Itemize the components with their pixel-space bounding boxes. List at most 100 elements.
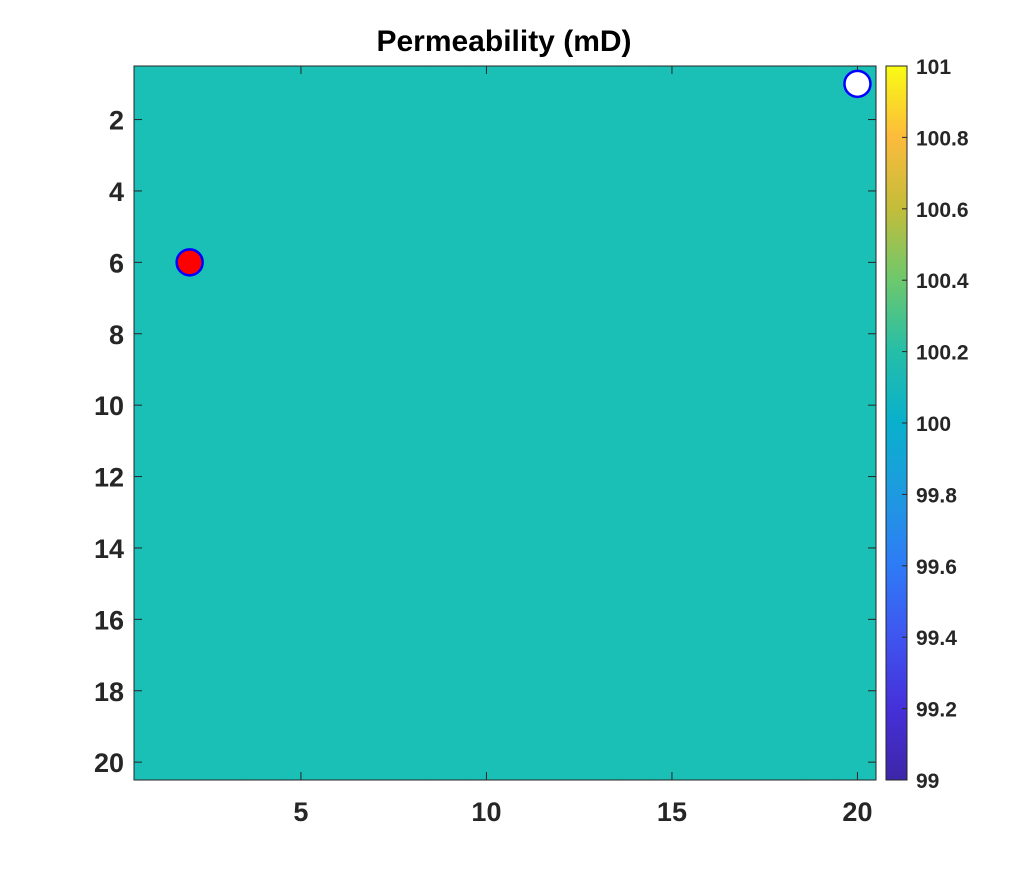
heatmap-cell <box>838 137 877 174</box>
heatmap-cell <box>616 458 654 495</box>
heatmap-cell <box>356 637 395 674</box>
heatmap-cell <box>171 565 209 602</box>
heatmap-cell <box>319 280 358 317</box>
heatmap-cell <box>171 601 209 638</box>
heatmap-cell <box>282 280 320 317</box>
heatmap-cell <box>542 601 580 638</box>
heatmap-cell <box>467 387 506 424</box>
heatmap-cell <box>579 708 617 745</box>
heatmap-cell <box>505 244 543 281</box>
heatmap-cell <box>245 458 283 495</box>
heatmap-cell <box>319 458 358 495</box>
colorbar-tick-label: 100.6 <box>916 199 969 222</box>
heatmap-cell <box>393 101 432 138</box>
heatmap-cell <box>690 494 729 531</box>
heatmap-cell <box>430 387 469 424</box>
heatmap-cell <box>542 315 580 353</box>
heatmap-cell <box>653 458 691 495</box>
heatmap-cell <box>764 494 803 531</box>
heatmap-cell <box>467 101 506 138</box>
heatmap-cell <box>616 744 654 781</box>
heatmap-cell <box>319 137 358 174</box>
x-tick-label: 20 <box>842 797 872 827</box>
heatmap-cell <box>208 137 246 174</box>
heatmap-cell <box>245 744 283 781</box>
heatmap-cell <box>171 530 209 567</box>
heatmap-cell <box>319 387 358 424</box>
heatmap-cell <box>467 244 506 281</box>
heatmap-cell <box>505 208 543 245</box>
heatmap-cell <box>282 244 320 281</box>
heatmap-cell <box>727 744 766 781</box>
heatmap-cell <box>134 494 172 531</box>
heatmap-cell <box>653 208 691 245</box>
heatmap-cell <box>616 601 654 638</box>
heatmap-cell <box>430 315 469 353</box>
heatmap-cell <box>505 601 543 638</box>
heatmap-cell <box>208 387 246 424</box>
heatmap-cell <box>801 672 840 710</box>
heatmap-cell <box>838 351 877 388</box>
heatmap-cell <box>319 494 358 531</box>
heatmap-cell <box>690 423 729 460</box>
y-tick-label: 2 <box>109 106 124 136</box>
heatmap-cell <box>245 173 283 210</box>
heatmap-cell <box>134 137 172 174</box>
heatmap-cell <box>690 315 729 353</box>
heatmap-cell <box>764 423 803 460</box>
heatmap-cell <box>356 351 395 388</box>
heatmap-cell <box>356 708 395 745</box>
heatmap-cell <box>430 530 469 567</box>
heatmap-cell <box>171 423 209 460</box>
heatmap-cell <box>616 173 654 210</box>
colorbar-tick-label: 99.2 <box>916 699 957 722</box>
heatmap-cell <box>208 351 246 388</box>
heatmap-cell <box>579 565 617 602</box>
heatmap-cell <box>505 66 543 103</box>
heatmap-cell <box>579 101 617 138</box>
heatmap-cell <box>430 423 469 460</box>
heatmap-cell <box>208 601 246 638</box>
y-tick-label: 12 <box>94 463 124 493</box>
heatmap-cell <box>467 137 506 174</box>
y-tick-label: 10 <box>94 391 124 421</box>
heatmap-cell <box>542 708 580 745</box>
heatmap-cell <box>616 494 654 531</box>
heatmap-cell <box>542 530 580 567</box>
heatmap-cell <box>653 530 691 567</box>
colorbar-tick-label: 101 <box>916 56 951 79</box>
heatmap-cell <box>616 565 654 602</box>
heatmap-cell <box>319 244 358 281</box>
heatmap-cell <box>690 458 729 495</box>
heatmap-cell <box>690 744 729 781</box>
well-marker <box>175 248 204 277</box>
heatmap-cell <box>430 244 469 281</box>
heatmap-cell <box>727 708 766 745</box>
heatmap-cell <box>690 387 729 424</box>
heatmap-cell <box>616 244 654 281</box>
heatmap-cell <box>690 173 729 210</box>
heatmap-cell <box>764 387 803 424</box>
heatmap-cell <box>579 601 617 638</box>
heatmap-cell <box>319 530 358 567</box>
heatmap-cell <box>393 672 432 710</box>
heatmap-cell <box>616 672 654 710</box>
heatmap-cell <box>579 137 617 174</box>
heatmap-cell <box>801 137 840 174</box>
heatmap-cell <box>801 101 840 138</box>
heatmap-cell <box>542 458 580 495</box>
heatmap-cell <box>319 601 358 638</box>
heatmap-cell <box>505 530 543 567</box>
heatmap-cell <box>690 101 729 138</box>
heatmap-cell <box>690 351 729 388</box>
heatmap-cell <box>616 637 654 674</box>
heatmap-cell <box>542 672 580 710</box>
heatmap-cell <box>505 637 543 674</box>
heatmap-cell <box>245 530 283 567</box>
heatmap-cell <box>653 423 691 460</box>
heatmap-cell <box>245 672 283 710</box>
heatmap-cell <box>616 423 654 460</box>
heatmap-cell <box>801 173 840 210</box>
heatmap-cell <box>208 244 246 281</box>
